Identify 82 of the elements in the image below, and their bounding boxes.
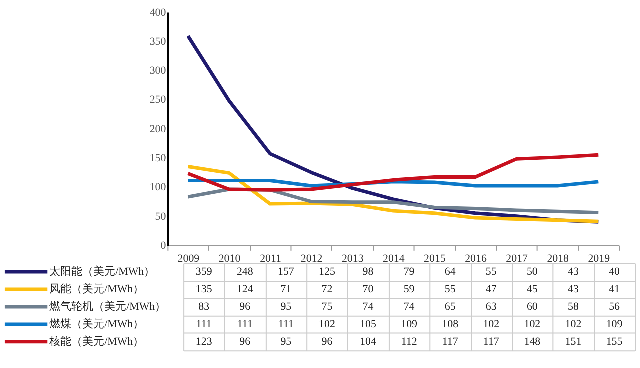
data-label: 74 [404, 300, 416, 313]
data-label: 111 [196, 318, 212, 330]
y-tick-label: 350 [150, 36, 167, 48]
data-label: 50 [526, 266, 538, 278]
data-label: 359 [196, 266, 212, 278]
data-label: 111 [278, 318, 294, 330]
data-label: 109 [401, 318, 418, 330]
data-label: 155 [606, 336, 624, 348]
data-label: 83 [198, 300, 210, 313]
y-tick-label: 150 [150, 152, 167, 164]
data-label: 102 [565, 318, 582, 330]
data-label: 59 [404, 283, 415, 296]
data-label: 64 [444, 266, 456, 278]
x-tick-label: 2011 [260, 252, 282, 265]
data-label: 111 [237, 318, 253, 330]
data-label: 96 [322, 336, 334, 348]
x-tick-label: 2016 [465, 252, 488, 265]
data-label: 109 [606, 318, 623, 330]
data-label: 63 [486, 300, 498, 313]
data-label: 135 [196, 283, 213, 296]
y-tick-label: 300 [150, 65, 167, 78]
data-label: 96 [240, 336, 252, 348]
data-label: 65 [444, 300, 456, 313]
y-tick-label: 50 [155, 210, 167, 223]
legend-label: 燃气轮机（美元/MWh） [50, 300, 166, 313]
data-label: 43 [568, 266, 580, 278]
data-label: 105 [360, 318, 377, 330]
data-label: 148 [524, 336, 542, 348]
legend-label: 风能（美元/MWh） [50, 282, 144, 296]
y-tick-label: 400 [150, 6, 167, 19]
data-label: 95 [280, 336, 292, 348]
data-label: 79 [404, 266, 415, 278]
data-label: 96 [240, 300, 252, 313]
data-label: 56 [609, 300, 621, 313]
data-label: 125 [319, 266, 336, 278]
data-label: 71 [280, 283, 292, 296]
data-label: 43 [568, 283, 580, 296]
x-tick-label: 2017 [506, 252, 529, 265]
data-label: 95 [280, 300, 292, 313]
data-label: 45 [526, 283, 538, 296]
data-label: 151 [565, 336, 582, 348]
y-tick-label: 100 [150, 182, 167, 194]
data-label: 117 [483, 336, 500, 348]
data-label: 41 [609, 283, 620, 296]
data-label: 102 [483, 318, 500, 330]
legend-label: 太阳能（美元/MWh） [50, 265, 156, 278]
data-label: 157 [278, 266, 295, 278]
line-series [186, 153, 600, 192]
data-label: 60 [526, 300, 538, 313]
data-label: 104 [360, 336, 377, 348]
x-tick-label: 2012 [300, 252, 323, 265]
data-label: 112 [401, 336, 418, 348]
data-label: 124 [236, 283, 254, 296]
data-label: 55 [486, 266, 498, 278]
data-label: 74 [362, 300, 374, 313]
y-tick-label: 250 [150, 94, 167, 106]
data-label: 123 [196, 336, 213, 348]
line-series [186, 165, 600, 224]
x-tick-label: 2019 [588, 252, 610, 265]
data-label: 40 [609, 266, 621, 278]
x-tick-label: 2013 [342, 252, 364, 265]
x-tick-label: 2014 [383, 252, 406, 265]
data-label: 102 [524, 318, 541, 330]
data-label: 108 [442, 318, 460, 330]
x-tick-label: 2018 [547, 252, 570, 265]
data-label: 98 [362, 266, 374, 278]
x-tick-label: 2009 [178, 252, 200, 265]
x-tick-label: 2015 [424, 252, 446, 265]
data-label: 70 [362, 283, 374, 296]
y-tick-label: 200 [150, 123, 167, 136]
data-label: 248 [236, 266, 254, 278]
data-label: 75 [322, 300, 334, 313]
data-label: 117 [442, 336, 459, 348]
y-tick-label: 0 [160, 240, 167, 252]
data-label: 47 [486, 283, 498, 296]
legend-label: 燃煤（美元/MWh） [50, 317, 144, 330]
data-label: 72 [322, 283, 333, 296]
data-label: 58 [568, 300, 580, 313]
legend-label: 核能（美元/MWh） [48, 334, 144, 348]
x-tick-label: 2010 [218, 252, 242, 265]
data-label: 55 [444, 283, 456, 296]
data-label: 102 [319, 318, 336, 330]
